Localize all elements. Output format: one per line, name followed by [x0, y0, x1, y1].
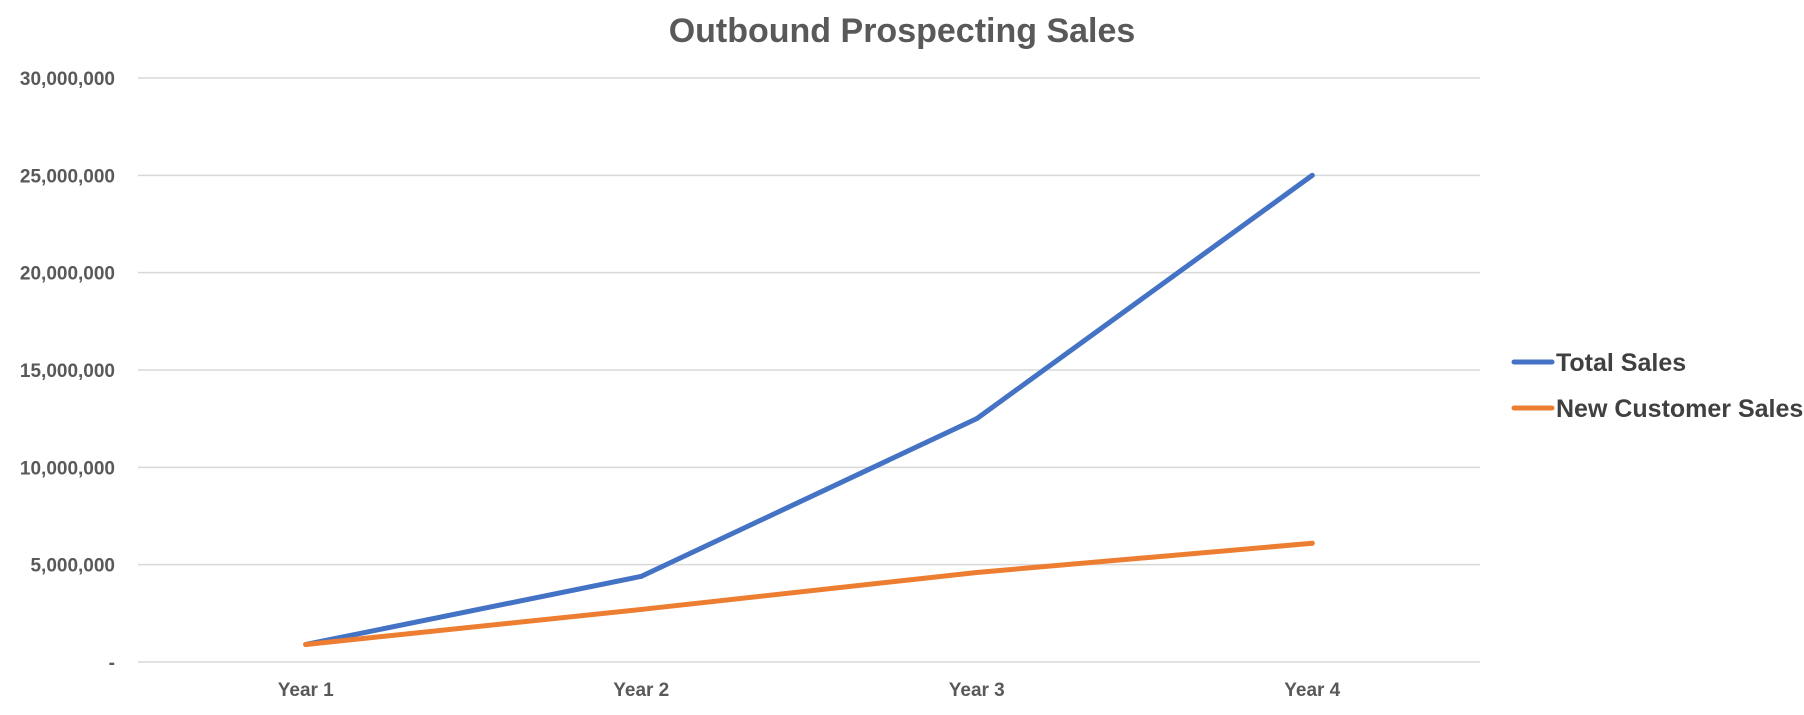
series-line	[303, 540, 1315, 647]
series-1	[303, 540, 1315, 647]
data-point	[1309, 540, 1315, 546]
series-0	[303, 172, 1315, 647]
y-tick-label: 5,000,000	[30, 556, 115, 577]
data-point	[638, 573, 644, 579]
x-axis-tick-labels: Year 1 Year 2 Year 3 Year 4	[278, 680, 1341, 701]
y-tick-label: 30,000,000	[20, 69, 115, 90]
x-tick-label: Year 1	[278, 680, 334, 701]
chart-title: Outbound Prospecting Sales	[669, 12, 1136, 50]
legend: Total Sales New Customer Sales	[1511, 349, 1803, 423]
y-tick-label: -	[109, 653, 115, 674]
series-line	[303, 172, 1315, 647]
y-tick-label: 15,000,000	[20, 361, 115, 382]
y-axis-tick-labels: - 5,000,000 10,000,000 15,000,000 20,000,000…	[20, 69, 115, 674]
x-tick-label: Year 2	[613, 680, 669, 701]
y-tick-label: 10,000,000	[20, 458, 115, 479]
legend-item: Total Sales	[1511, 349, 1686, 377]
data-point	[303, 641, 309, 647]
x-tick-label: Year 4	[1284, 680, 1340, 701]
data-point	[974, 569, 980, 575]
data-point	[974, 416, 980, 422]
series-lines	[303, 172, 1315, 647]
y-tick-label: 25,000,000	[20, 166, 115, 187]
legend-label: Total Sales	[1556, 349, 1686, 377]
gridlines	[138, 77, 1480, 663]
y-tick-label: 20,000,000	[20, 264, 115, 285]
x-tick-label: Year 3	[949, 680, 1005, 701]
legend-label: New Customer Sales	[1556, 395, 1803, 423]
legend-item: New Customer Sales	[1511, 395, 1803, 423]
data-point	[638, 606, 644, 612]
data-point	[1309, 172, 1315, 178]
